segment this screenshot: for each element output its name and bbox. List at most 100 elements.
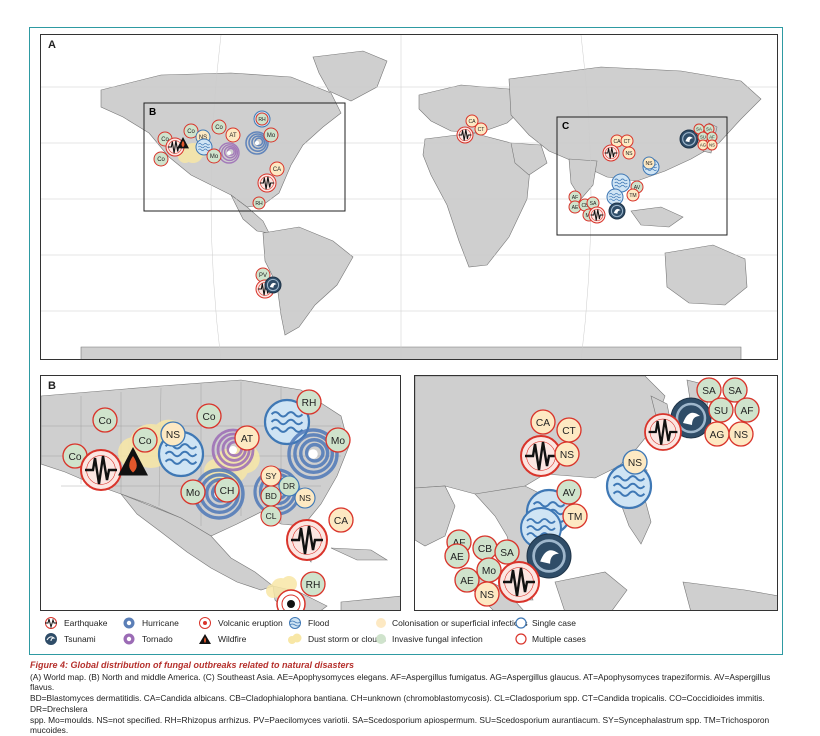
- marker-b-at: AT: [234, 425, 260, 451]
- svg-text:SU: SU: [714, 406, 728, 417]
- marker-c-su: SU: [708, 397, 734, 423]
- svg-text:CA: CA: [536, 418, 550, 429]
- earthquake-c-sumatra: [498, 561, 540, 603]
- legend-earthquake: Earthquake: [42, 617, 107, 629]
- svg-text:Mo: Mo: [267, 133, 276, 139]
- svg-text:NS: NS: [166, 430, 180, 441]
- earthquake-a-caribbean: [257, 173, 277, 193]
- caption-line-2: BD=Blastomyces dermatitidis. CA=Candida …: [30, 693, 765, 714]
- legend-tsunami: Tsunami: [42, 633, 96, 645]
- dust-cloud-icon: [288, 633, 302, 644]
- marker-c-ns3: NS: [622, 449, 648, 475]
- svg-text:BD: BD: [265, 491, 277, 501]
- svg-text:Mo: Mo: [186, 488, 200, 499]
- marker-a-co2: Co: [183, 123, 199, 139]
- svg-text:Co: Co: [187, 129, 195, 135]
- svg-text:AV: AV: [634, 185, 641, 191]
- svg-text:NS: NS: [734, 430, 748, 441]
- svg-text:RH: RH: [255, 201, 263, 207]
- marker-c-sa2: SA: [722, 377, 748, 403]
- marker-a-rh2: RH: [252, 196, 266, 210]
- greenland-land: [312, 50, 388, 102]
- hurricane-b1: [287, 428, 339, 480]
- marker-a-mo1: Mo: [206, 148, 222, 164]
- marker-a-rh: RH: [255, 112, 269, 126]
- svg-text:NS: NS: [560, 450, 574, 461]
- marker-c-ae1: AE: [444, 543, 470, 569]
- marker-b-ch: CH: [214, 477, 240, 503]
- legend-volcanic-label: Volcanic eruption: [218, 618, 283, 628]
- marker-c-sa1: SA: [696, 377, 722, 403]
- marker-b-co1: Co: [92, 407, 118, 433]
- svg-text:SA: SA: [728, 386, 742, 397]
- svg-text:SA: SA: [500, 548, 514, 559]
- svg-text:RH: RH: [306, 580, 321, 591]
- svg-text:SA: SA: [590, 201, 597, 207]
- north-america-panel: B Co Co Co Co NS AT RH Mo Mo CH SY BD DR NS CL CA RH: [40, 375, 401, 611]
- legend-hurricane-label: Hurricane: [142, 618, 179, 628]
- antarctica-land: [80, 346, 742, 359]
- marker-b-ca: CA: [328, 507, 354, 533]
- svg-text:AE: AE: [572, 205, 579, 211]
- tsunami-a-indonesia: [608, 202, 626, 220]
- earthquake-b-haiti: [286, 519, 328, 561]
- svg-text:Co: Co: [202, 412, 215, 423]
- svg-text:Co: Co: [138, 436, 151, 447]
- svg-text:SA: SA: [702, 386, 716, 397]
- marker-a-ct2: CT: [620, 134, 634, 148]
- legend-flood-label: Flood: [308, 618, 330, 628]
- svg-text:NS: NS: [645, 161, 653, 167]
- svg-text:CL: CL: [266, 511, 277, 521]
- earthquake-a-italy: [456, 126, 474, 144]
- svg-text:AV: AV: [563, 488, 576, 499]
- svg-text:CH: CH: [220, 486, 235, 497]
- legend-flood: Flood: [286, 617, 329, 629]
- single-case-ring-icon: [515, 617, 527, 629]
- legend-colonisation-label: Colonisation or superficial infections: [392, 618, 528, 628]
- svg-text:CB: CB: [478, 544, 492, 555]
- legend-single: Single case: [514, 617, 576, 629]
- tornado-icon: [123, 633, 135, 645]
- north-america-map: Co Co Co Co NS AT RH Mo Mo CH SY BD DR NS CL CA RH: [41, 379, 400, 610]
- marker-b-co4: Co: [196, 403, 222, 429]
- svg-text:CA: CA: [468, 119, 476, 125]
- svg-text:Co: Co: [215, 125, 223, 131]
- svg-text:NS: NS: [709, 143, 715, 148]
- marker-c-tm: TM: [562, 503, 588, 529]
- hurricane-a: [245, 131, 269, 155]
- hurricane-icon: [123, 617, 135, 629]
- caption-line-1: (A) World map. (B) North and middle Amer…: [30, 671, 771, 693]
- marker-c-ca: CA: [530, 409, 556, 435]
- figure-frame: [29, 27, 783, 655]
- svg-text:SA: SA: [706, 127, 712, 132]
- legend-tsunami-label: Tsunami: [64, 634, 96, 644]
- svg-text:SY: SY: [265, 471, 277, 481]
- marker-c-ns1: NS: [728, 421, 754, 447]
- svg-text:Co: Co: [98, 416, 111, 427]
- southeast-asia-panel: SA SA SU AF AG NS CA CT NS NS AV TM AF AE CB SA AE Mo NS: [414, 375, 778, 611]
- svg-text:RH: RH: [258, 117, 266, 123]
- marker-b-co3: Co: [132, 427, 158, 453]
- earthquake-icon: [45, 617, 57, 629]
- marker-b-dr: DR: [278, 475, 300, 497]
- marker-b-ns: NS: [160, 421, 186, 447]
- earthquake-c-japan: [644, 413, 682, 451]
- svg-text:CA: CA: [613, 139, 621, 145]
- svg-text:NS: NS: [199, 135, 207, 141]
- marker-b-sy: SY: [260, 465, 282, 487]
- marker-a-ns2: NS: [622, 146, 636, 160]
- inset-box-b: [143, 102, 346, 212]
- marker-a-ca2: CA: [465, 114, 479, 128]
- svg-text:AE: AE: [460, 576, 474, 587]
- marker-a-ns3: NS: [706, 139, 718, 151]
- marker-a-ct1: CT: [474, 122, 488, 136]
- flood-a-5: [606, 188, 624, 206]
- svg-text:SU: SU: [700, 135, 706, 140]
- svg-text:Mo: Mo: [331, 436, 345, 447]
- marker-b-rh1: RH: [296, 389, 322, 415]
- panel-label-b: B: [48, 380, 56, 392]
- tsunami-icon: [45, 633, 57, 645]
- marker-c-ae2: AE: [454, 567, 480, 593]
